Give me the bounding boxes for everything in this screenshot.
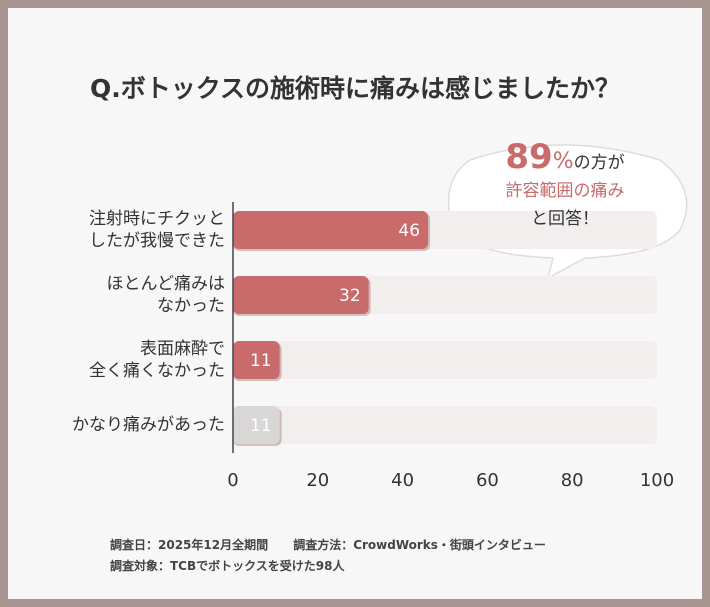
bar — [233, 211, 429, 249]
x-tick-label: 20 — [306, 470, 329, 491]
bar — [233, 276, 369, 314]
callout-text: の方が — [573, 153, 625, 173]
value-label: 46 — [398, 221, 420, 241]
footnote: 調査対象：TCBでボトックスを受けた98人 — [110, 559, 345, 573]
footnote-text: 調査方法：CrowdWorks・街頭インタビュー — [293, 538, 546, 552]
value-label: 32 — [339, 286, 361, 306]
track — [233, 406, 657, 444]
callout-number: 89 — [505, 137, 553, 177]
value-label: 11 — [250, 351, 272, 371]
callout-line: 89%の方が — [450, 140, 680, 177]
x-tick-label: 60 — [476, 470, 499, 491]
chart-title: Q.ボトックスの施術時に痛みは感じましたか？ — [90, 74, 620, 103]
bar — [233, 406, 280, 444]
track — [233, 341, 657, 379]
x-tick-label: 40 — [391, 470, 414, 491]
category-label: かなり痛みがあった — [72, 415, 225, 435]
category-label: 表面麻酔で 全く痛くなかった — [89, 339, 225, 381]
category-label: ほとんど痛みは なかった — [106, 274, 226, 316]
callout-text: 許容範囲の痛み — [505, 181, 625, 201]
footnote-text: 調査日：2025年12月全期間 — [110, 538, 269, 552]
x-tick-label: 80 — [561, 470, 584, 491]
value-label: 11 — [250, 416, 272, 436]
x-tick-label: 0 — [227, 470, 238, 491]
bar — [233, 341, 280, 379]
callout-text: と回答！ — [531, 209, 599, 229]
footnote: 調査日：2025年12月全期間 調査方法：CrowdWorks・街頭インタビュー — [110, 536, 546, 553]
callout: 89%の方が 許容範囲の痛み と回答！ — [450, 140, 680, 233]
x-tick-label: 100 — [640, 470, 674, 491]
callout-unit: % — [552, 149, 574, 174]
category-label: 注射時にチクッと したが我慢できた — [89, 209, 225, 251]
